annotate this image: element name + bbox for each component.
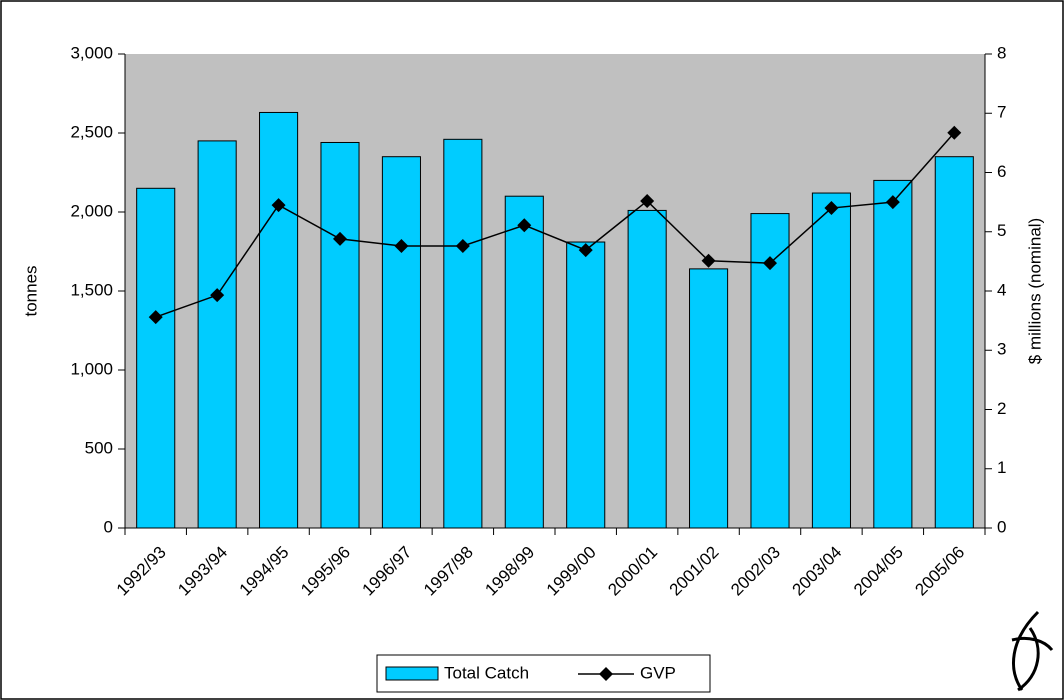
bar [136,187,176,529]
bar [381,156,421,529]
y2-tick-label: 2 [997,399,1006,418]
legend-swatch [385,666,439,681]
y2-tick-label: 3 [997,340,1006,359]
y-axis-label: tonnes [21,265,40,316]
bar [689,268,729,529]
logo [1011,610,1054,692]
y2-tick-label: 0 [997,517,1006,536]
bar [811,192,851,529]
marker [210,288,225,303]
plot-area [125,54,985,528]
marker [394,238,409,253]
y-tick-label: 2,000 [70,201,113,220]
legend-label: GVP [640,663,676,682]
marker [517,218,532,233]
marker [763,256,777,271]
bar [504,195,544,529]
marker [885,195,900,210]
y2-axis-label: $ millions (nominal) [1025,218,1044,364]
bar [934,156,974,529]
legend-label: Total Catch [444,663,529,682]
y2-tick-label: 5 [997,221,1006,240]
marker [333,231,347,246]
marker [455,238,470,253]
y-tick-label: 0 [104,517,113,536]
bar [443,138,483,529]
y-tick-label: 1,000 [70,359,113,378]
line [155,132,955,318]
y2-tick-label: 4 [997,280,1006,299]
y2-tick-label: 6 [997,162,1006,181]
bar [320,141,360,529]
bar [627,209,667,529]
marker [578,243,593,258]
y2-tick-label: 8 [997,43,1006,62]
y-tick-label: 2,500 [70,122,113,141]
y2-tick-label: 1 [997,458,1006,477]
bar [259,111,299,529]
bar [873,179,913,529]
marker [640,193,655,208]
y2-tick-label: 7 [997,103,1006,122]
y-tick-label: 3,000 [70,43,113,62]
y-tick-label: 500 [85,438,113,457]
marker [271,198,286,213]
bar [566,241,606,529]
marker [824,201,839,216]
marker [701,253,716,268]
y-tick-label: 1,500 [70,280,113,299]
marker [148,310,163,325]
legend-marker [599,667,613,681]
bar [197,140,237,529]
marker [947,125,962,140]
